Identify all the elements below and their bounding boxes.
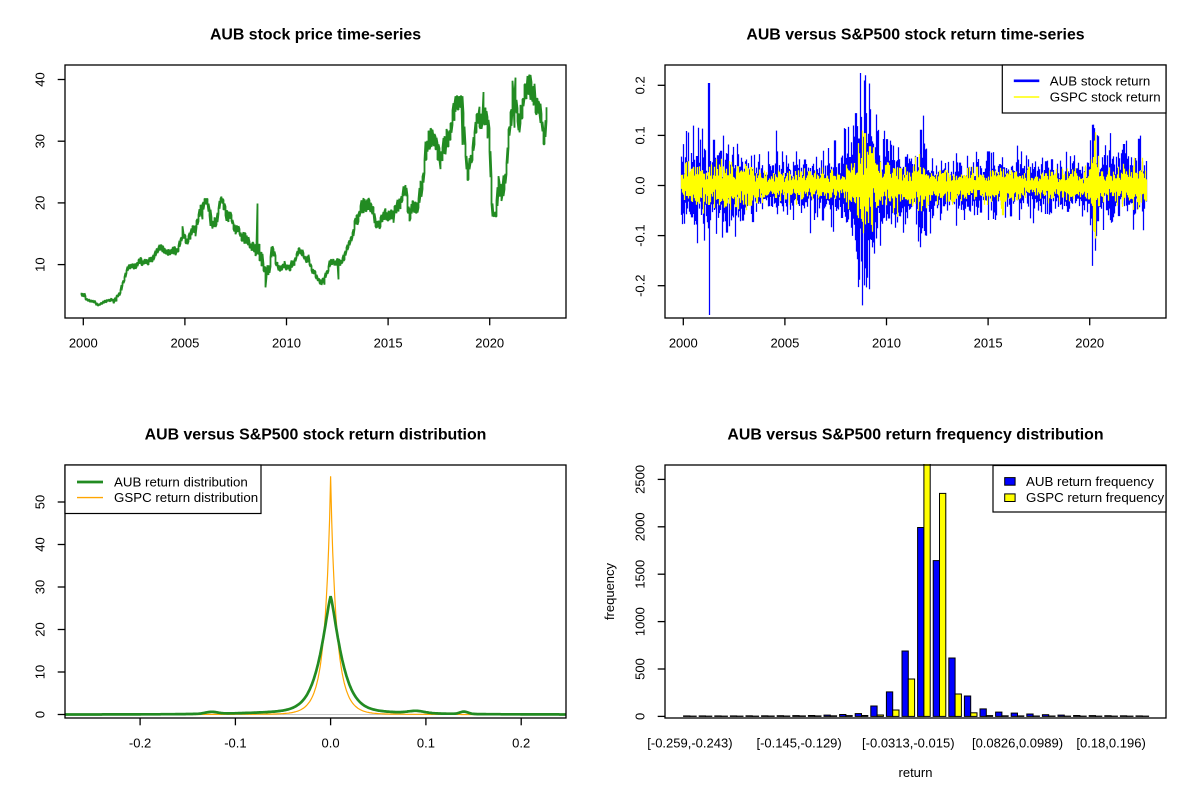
svg-text:10: 10 xyxy=(33,665,48,679)
svg-text:1500: 1500 xyxy=(633,560,648,589)
svg-text:2005: 2005 xyxy=(770,336,799,351)
svg-text:0.2: 0.2 xyxy=(512,736,530,751)
svg-text:GSPC return frequency: GSPC return frequency xyxy=(1026,490,1165,505)
svg-text:2020: 2020 xyxy=(475,336,504,351)
svg-text:0.0: 0.0 xyxy=(322,736,340,751)
svg-text:2005: 2005 xyxy=(170,336,199,351)
svg-text:2000: 2000 xyxy=(633,512,648,541)
svg-text:2015: 2015 xyxy=(374,336,403,351)
svg-text:1000: 1000 xyxy=(633,607,648,636)
svg-text:2010: 2010 xyxy=(272,336,301,351)
svg-text:AUB return frequency: AUB return frequency xyxy=(1026,474,1154,489)
svg-text:2015: 2015 xyxy=(974,336,1003,351)
svg-text:2500: 2500 xyxy=(633,465,648,494)
svg-text:[-0.259,-0.243): [-0.259,-0.243) xyxy=(647,736,732,751)
svg-text:GSPC return distribution: GSPC return distribution xyxy=(114,490,258,505)
svg-text:-0.2: -0.2 xyxy=(633,274,648,296)
svg-text:AUB versus S&P500 stock return: AUB versus S&P500 stock return time-seri… xyxy=(746,27,1084,44)
svg-text:30: 30 xyxy=(33,580,48,594)
svg-text:0.2: 0.2 xyxy=(633,76,648,94)
svg-text:2000: 2000 xyxy=(69,336,98,351)
svg-text:-0.2: -0.2 xyxy=(129,736,151,751)
svg-text:AUB return distribution: AUB return distribution xyxy=(114,474,248,489)
svg-text:0.1: 0.1 xyxy=(417,736,435,751)
svg-text:50: 50 xyxy=(33,495,48,509)
svg-text:[-0.145,-0.129): [-0.145,-0.129) xyxy=(756,736,841,751)
svg-text:return: return xyxy=(899,765,933,780)
svg-text:[-0.0313,-0.015): [-0.0313,-0.015) xyxy=(862,736,955,751)
svg-text:[0.0826,0.0989): [0.0826,0.0989) xyxy=(972,736,1063,751)
svg-text:frequency: frequency xyxy=(602,562,617,620)
svg-text:AUB stock return: AUB stock return xyxy=(1050,73,1151,88)
svg-text:500: 500 xyxy=(633,658,648,680)
svg-text:0: 0 xyxy=(633,713,648,720)
svg-text:GSPC stock return: GSPC stock return xyxy=(1050,90,1161,105)
svg-text:AUB versus S&P500 stock return: AUB versus S&P500 stock return distribut… xyxy=(145,427,487,444)
svg-text:0: 0 xyxy=(33,711,48,718)
svg-text:10: 10 xyxy=(33,257,48,271)
svg-text:0.0: 0.0 xyxy=(633,176,648,194)
svg-text:-0.1: -0.1 xyxy=(224,736,246,751)
svg-text:[0.18,0.196): [0.18,0.196) xyxy=(1076,736,1145,751)
svg-text:2010: 2010 xyxy=(872,336,901,351)
svg-text:AUB versus S&P500 return frequ: AUB versus S&P500 return frequency distr… xyxy=(727,427,1103,444)
svg-text:40: 40 xyxy=(33,537,48,551)
svg-text:20: 20 xyxy=(33,622,48,636)
svg-text:20: 20 xyxy=(33,196,48,210)
svg-text:2020: 2020 xyxy=(1075,336,1104,351)
svg-text:AUB stock price time-series: AUB stock price time-series xyxy=(210,27,421,44)
svg-text:40: 40 xyxy=(33,72,48,86)
svg-text:0.1: 0.1 xyxy=(633,126,648,144)
svg-text:2000: 2000 xyxy=(669,336,698,351)
svg-text:-0.1: -0.1 xyxy=(633,224,648,246)
svg-text:30: 30 xyxy=(33,134,48,148)
